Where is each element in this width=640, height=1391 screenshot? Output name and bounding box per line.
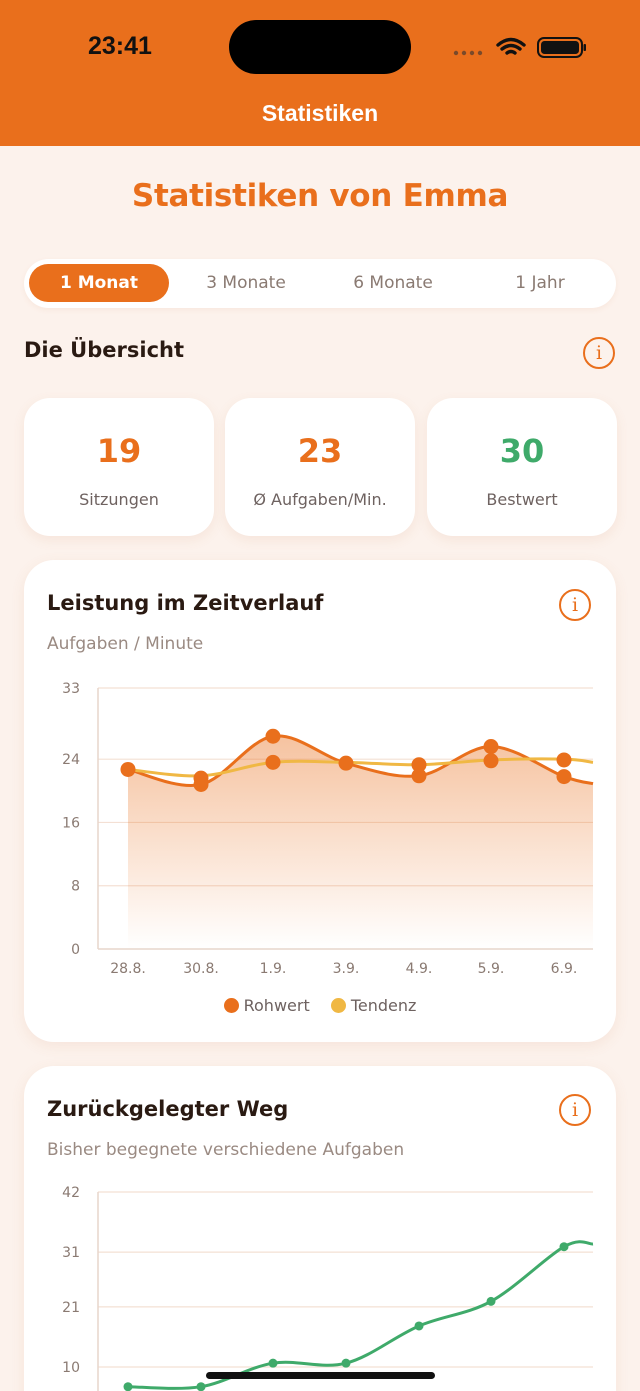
raw-series-line: [127, 734, 594, 788]
legend-item-trend: Tendenz: [330, 996, 417, 1015]
distance-chart-card: Zurückgelegter Weg i Bisher begegnete ve…: [24, 1066, 616, 1391]
stat-card-sessions: 19 Sitzungen: [24, 398, 214, 536]
performance-chart-subtitle: Aufgaben / Minute: [47, 634, 204, 654]
stat-card-average: 23 Ø Aufgaben/Min.: [225, 398, 415, 536]
stat-label-best: Bestwert: [486, 490, 558, 509]
performance-chart-card: Leistung im Zeitverlauf i Aufgaben / Min…: [24, 560, 616, 1042]
y-tick-label: 42: [62, 1185, 80, 1201]
legend-label-trend: Tendenz: [350, 996, 417, 1015]
raw-data-point: [120, 761, 136, 777]
battery-icon: [537, 37, 586, 58]
y-tick-label: 10: [62, 1360, 80, 1376]
raw-data-point: [556, 769, 572, 785]
y-tick-label: 8: [71, 879, 80, 895]
y-tick-label: 21: [62, 1300, 80, 1316]
performance-legend: Rohwert Tendenz: [24, 996, 616, 1015]
distance-data-point: [486, 1296, 496, 1306]
legend-dot-raw: [223, 998, 239, 1013]
raw-data-point: [338, 755, 354, 771]
distance-data-point: [268, 1358, 278, 1368]
nav-title: Statistiken: [261, 100, 379, 126]
x-tick-label: 30.8.: [183, 961, 219, 977]
x-tick-label: 28.8.: [110, 961, 146, 977]
legend-item-raw: Rohwert: [223, 996, 310, 1015]
distance-chart-subtitle: Bisher begegnete verschiedene Aufgaben: [47, 1140, 405, 1160]
stat-card-best: 30 Bestwert: [427, 398, 617, 536]
distance-chart-title: Zurückgelegter Weg: [47, 1097, 289, 1121]
x-tick-label: 5.9.: [478, 961, 505, 977]
raw-data-point: [265, 728, 281, 744]
period-tab-6-months[interactable]: 6 Monate: [353, 273, 433, 293]
distance-data-point: [123, 1382, 133, 1391]
performance-chart-title: Leistung im Zeitverlauf: [47, 591, 324, 615]
legend-label-raw: Rohwert: [243, 996, 310, 1015]
stat-label-average: Ø Aufgaben/Min.: [253, 490, 387, 509]
period-tab-1-month[interactable]: 1 Monat: [29, 264, 169, 302]
wifi-icon: [496, 37, 526, 55]
period-tab-1-year[interactable]: 1 Jahr: [515, 273, 565, 293]
status-icons: [453, 37, 586, 58]
signal-icon: [453, 50, 483, 56]
navigation-bar: 23:41 Statistiken: [0, 0, 640, 146]
x-tick-label: 1.9.: [260, 961, 287, 977]
overview-title: Die Übersicht: [24, 338, 185, 362]
distance-data-point: [196, 1382, 206, 1391]
raw-data-point: [193, 776, 209, 792]
y-tick-label: 0: [71, 942, 80, 958]
distance-data-point: [559, 1242, 569, 1252]
raw-data-point: [483, 739, 499, 755]
y-tick-label: 31: [62, 1245, 80, 1261]
raw-data-point: [411, 757, 427, 773]
distance-data-point: [341, 1358, 351, 1368]
raw-data-point: [265, 754, 281, 770]
performance-info-icon[interactable]: i: [559, 589, 591, 621]
period-selector: 1 Monat 3 Monate 6 Monate 1 Jahr: [24, 259, 616, 308]
y-tick-label: 24: [62, 752, 80, 768]
distance-data-point: [414, 1321, 424, 1331]
stat-label-sessions: Sitzungen: [79, 490, 159, 509]
y-tick-label: 33: [62, 681, 80, 697]
stat-value-average: 23: [297, 432, 343, 470]
overview-info-icon[interactable]: i: [583, 337, 615, 369]
distance-info-icon[interactable]: i: [559, 1094, 591, 1126]
x-tick-label: 3.9.: [333, 961, 360, 977]
x-tick-label: 4.9.: [406, 961, 433, 977]
dynamic-island: [229, 20, 411, 74]
legend-dot-trend: [330, 998, 346, 1013]
distance-series-line: [127, 1240, 594, 1390]
page-title: Statistiken von Emma: [131, 178, 509, 214]
raw-data-point: [483, 753, 499, 769]
raw-data-point: [411, 768, 427, 784]
y-tick-label: 16: [62, 815, 80, 831]
period-tab-3-months[interactable]: 3 Monate: [206, 273, 286, 293]
performance-chart: 0 8 16 24 33 28.8. 30.8. 1.9. 3.9. 4.9. 5.9. 6.9.: [62, 681, 594, 977]
raw-data-point: [556, 752, 572, 768]
status-time: 23:41: [88, 32, 152, 60]
distance-chart: 10 21 31 42: [62, 1185, 594, 1391]
stat-value-best: 30: [499, 432, 545, 470]
x-tick-label: 6.9.: [551, 961, 578, 977]
home-indicator: [206, 1372, 435, 1379]
stat-value-sessions: 19: [96, 432, 142, 470]
raw-area-fill: [128, 735, 593, 949]
